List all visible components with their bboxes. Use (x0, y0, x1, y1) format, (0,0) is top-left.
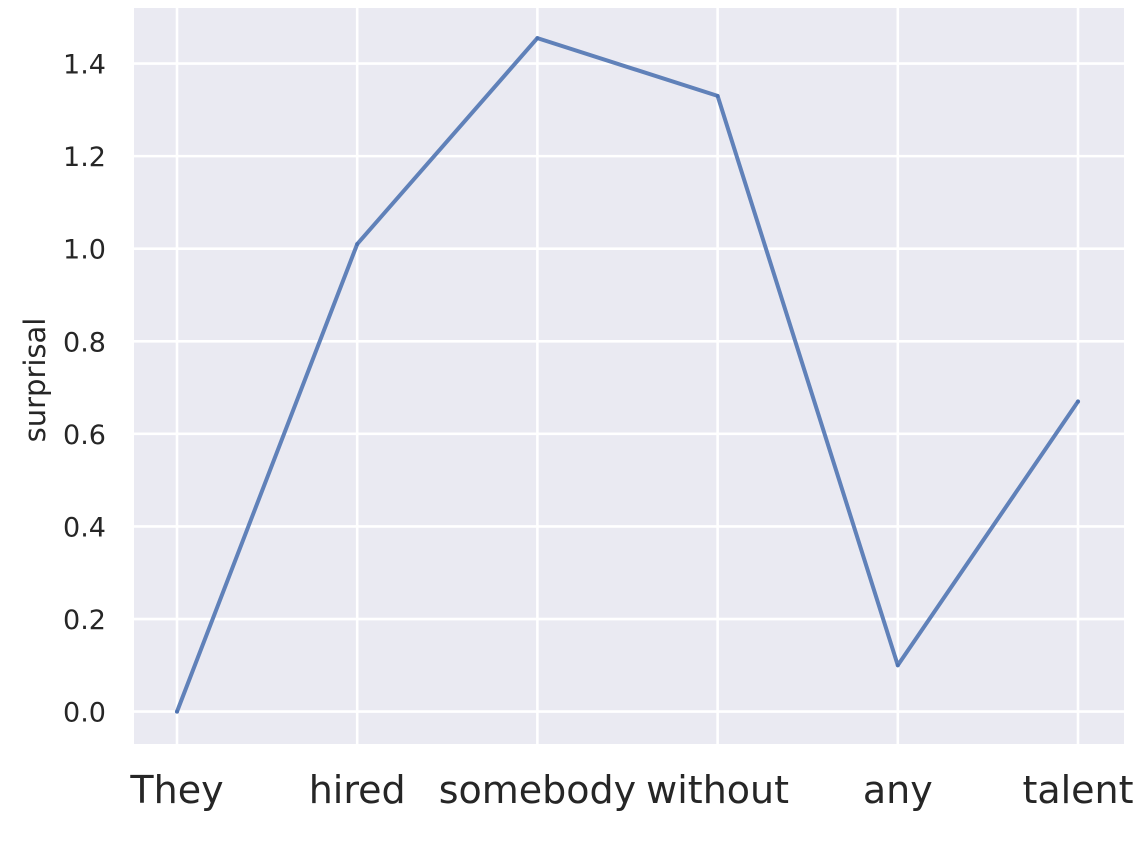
x-tick-label: talent (1022, 768, 1133, 812)
series-line (175, 36, 1080, 714)
x-tick-label: They (129, 768, 223, 812)
x-gridlines (175, 8, 1080, 744)
data-point (1076, 399, 1080, 404)
y-tick-label: 0.0 (63, 698, 106, 729)
y-tick-label: 0.6 (63, 420, 106, 451)
x-tick-label: any (863, 768, 933, 812)
y-tick-label: 0.4 (63, 512, 106, 543)
y-tick-labels: 0.0 0.2 0.4 0.6 0.8 1.0 1.2 1.4 (63, 50, 106, 729)
data-point (535, 36, 540, 41)
data-point (355, 242, 360, 247)
y-axis-label: surprisal (18, 318, 52, 443)
y-tick-label: 1.0 (63, 235, 106, 266)
series-layer (175, 36, 1080, 714)
x-tick-label: without (646, 768, 789, 812)
x-tick-label: hired (309, 768, 406, 812)
x-tick-label: somebody (439, 768, 636, 812)
plot-background (134, 8, 1124, 744)
y-tick-label: 1.4 (63, 50, 106, 81)
y-tick-label: 1.2 (63, 142, 106, 173)
data-point (715, 93, 720, 98)
data-point (895, 663, 900, 668)
y-tick-label: 0.8 (63, 327, 106, 358)
y-tick-label: 0.2 (63, 605, 106, 636)
data-point (175, 709, 179, 714)
x-tick-labels: They hired somebody without any talent (129, 768, 1133, 812)
y-gridlines (134, 62, 1124, 713)
